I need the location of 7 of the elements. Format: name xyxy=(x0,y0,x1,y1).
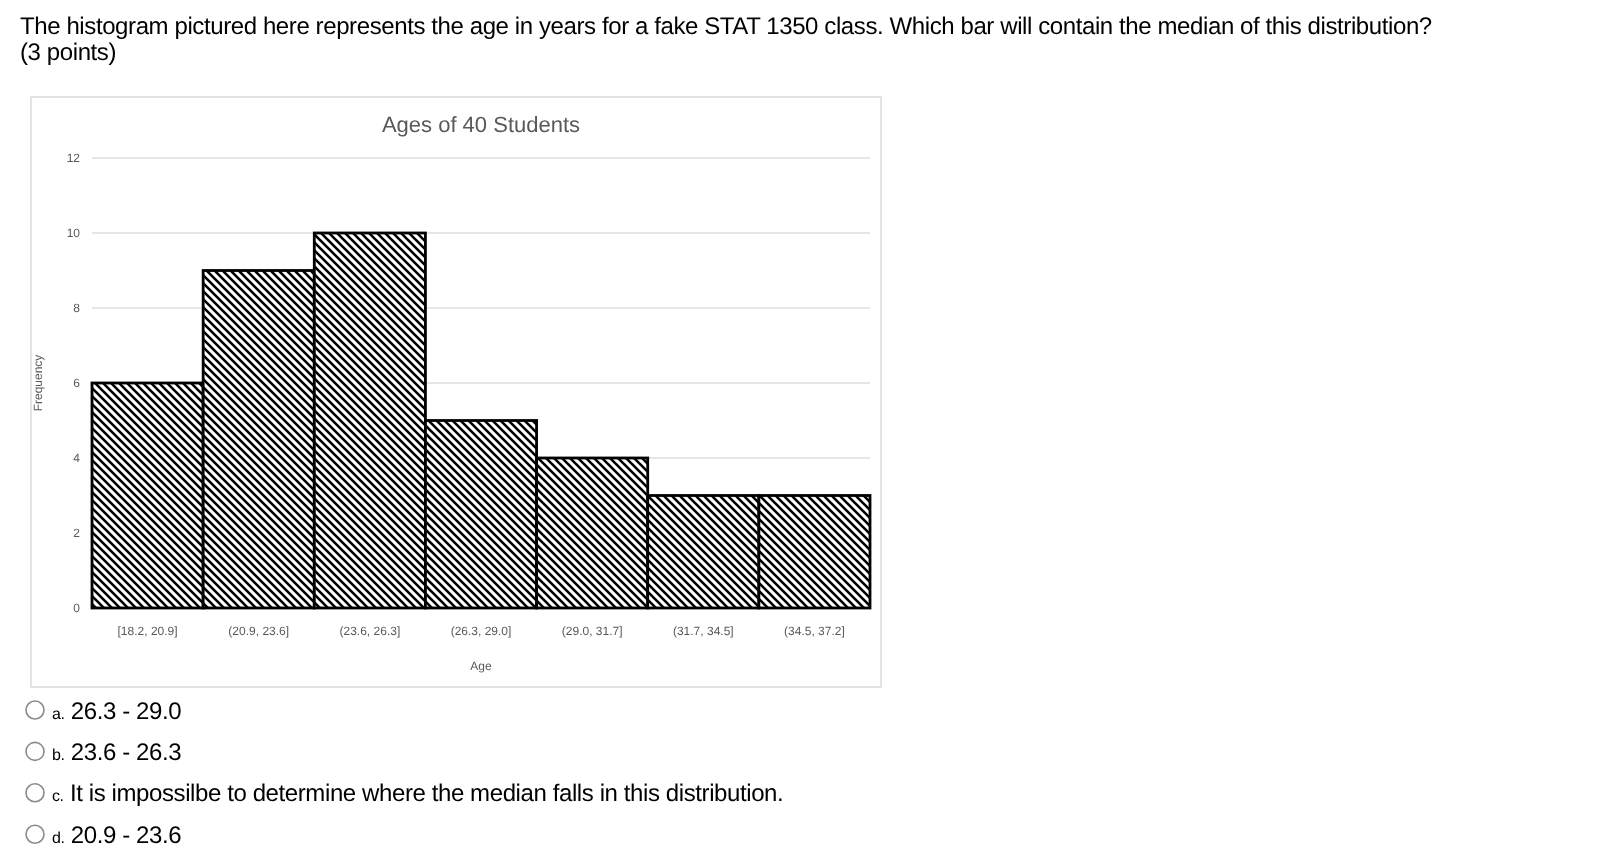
text: (3 points) xyxy=(20,38,117,66)
text: b. 23.6 - 26.3 xyxy=(52,738,183,766)
text: d. 20.9 - 23.6 xyxy=(52,820,183,849)
chart-title: Ages of 40 Students xyxy=(381,114,582,138)
text: a. 26.3 - 29.0 xyxy=(52,696,183,725)
text: The histogram pictured here represents the age in years for a fake STAT 1350 class. Which bar will contain the median of this distribution? xyxy=(20,12,1433,40)
text: c. It is impossilbe to determine where the median falls in this distribution. xyxy=(52,779,784,808)
